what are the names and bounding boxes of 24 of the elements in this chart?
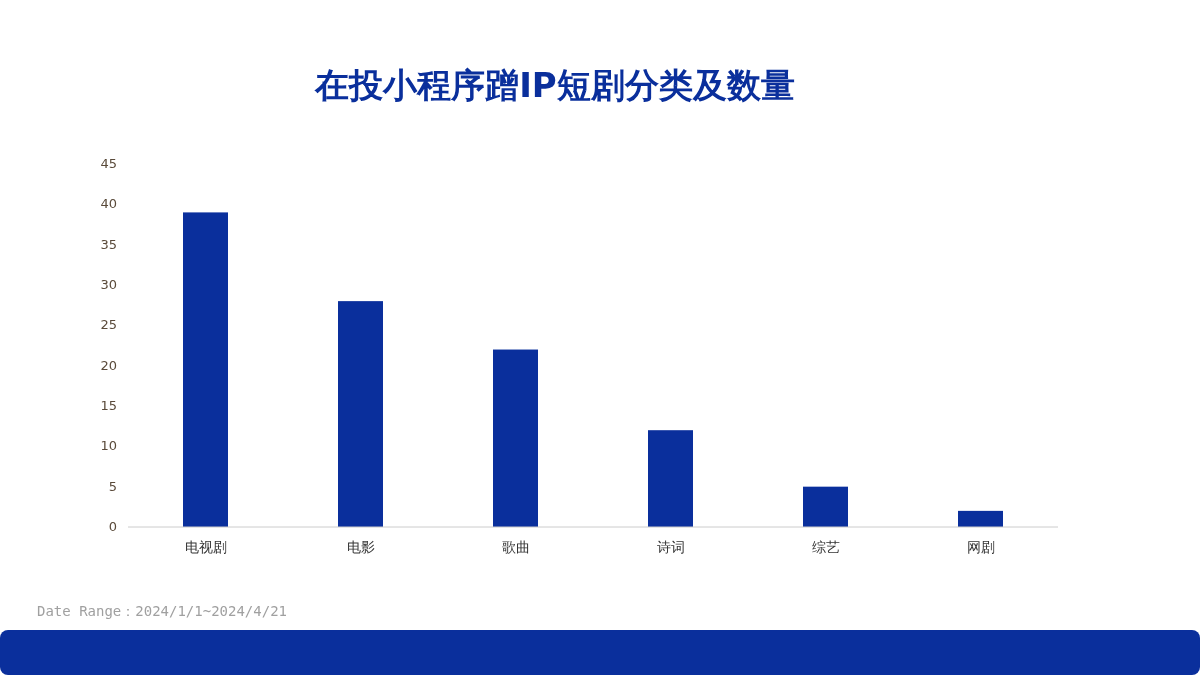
bar [958, 510, 1003, 527]
bar [183, 212, 228, 527]
bar [493, 349, 538, 527]
x-tick-label: 电影 [346, 539, 375, 555]
y-tick-label: 30 [100, 277, 117, 292]
bar [648, 430, 693, 527]
y-tick-label: 0 [108, 519, 117, 534]
y-tick-label: 40 [100, 196, 117, 212]
x-tick-label: 诗词 [656, 539, 685, 555]
y-tick-label: 15 [100, 398, 117, 413]
y-tick-label: 5 [108, 478, 117, 494]
x-tick-label: 综艺 [811, 539, 840, 555]
y-tick-label: 20 [100, 357, 117, 373]
y-tick-label: 45 [100, 156, 117, 171]
x-tick-label: 歌曲 [501, 539, 530, 555]
y-tick-label: 35 [100, 236, 117, 252]
y-tick-label: 10 [100, 438, 117, 454]
bar [338, 301, 383, 527]
text: Date Range：2024/1/1~2024/4/21 [37, 603, 288, 619]
bar [803, 486, 848, 527]
y-tick-label: 25 [100, 317, 117, 333]
chart-title: 在投小程序蹭IP短剧分类及数量 [314, 65, 795, 105]
x-tick-label: 网剧 [966, 539, 995, 555]
x-tick-label: 电视剧 [184, 539, 227, 555]
